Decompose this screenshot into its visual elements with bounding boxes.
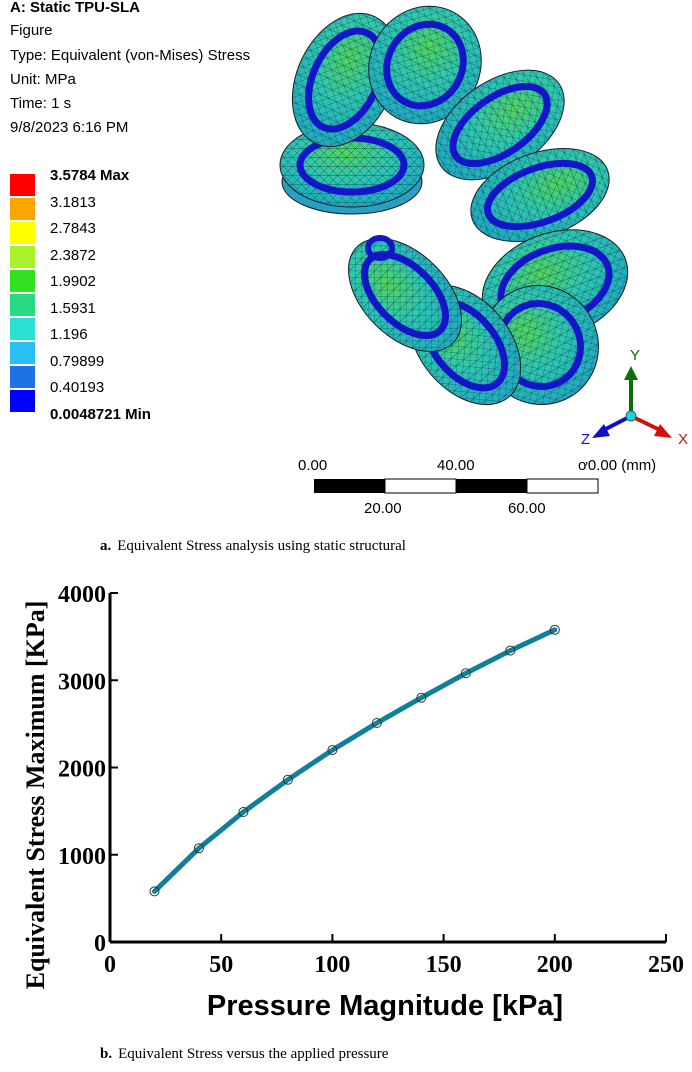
lobe-4 xyxy=(435,69,565,181)
y-tick-label: 2000 xyxy=(58,757,106,783)
scale-label-60: 60.00 xyxy=(508,500,546,517)
legend-swatch xyxy=(10,390,35,412)
lobe-3 xyxy=(368,5,482,125)
stress-pressure-chart: 0 50 100 150 200 250 0 1000 2000 3000 4000 Pressur… xyxy=(21,582,684,1022)
legend-swatch xyxy=(10,318,35,340)
legend-swatch xyxy=(10,174,35,196)
scale-label-80: ơ0.00 (mm) xyxy=(578,457,657,474)
legend-label: 3.1813 xyxy=(50,193,96,211)
x-tick-label: 100 xyxy=(314,952,350,978)
data-point xyxy=(238,806,249,817)
scale-bar xyxy=(314,478,599,494)
mesh-model: Y X Z xyxy=(279,5,688,494)
data-point xyxy=(282,774,293,785)
legend-label: 0.40193 xyxy=(50,379,105,396)
x-tick-label: 50 xyxy=(209,952,233,978)
chart-axes xyxy=(108,593,666,944)
legend-label: 0.0048721 Min xyxy=(50,405,151,423)
analysis-title: A: Static TPU-SLA xyxy=(10,0,141,16)
data-point xyxy=(549,624,560,635)
scale-label-20: 20.00 xyxy=(364,500,402,517)
x-tick-label: 0 xyxy=(104,952,116,978)
y-tick-label: 1000 xyxy=(58,844,106,870)
x-tick-label: 250 xyxy=(648,952,684,978)
axes-triad: Y X Z xyxy=(581,347,688,448)
result-time: Time: 1 s xyxy=(10,95,72,112)
legend-label: 0.79899 xyxy=(50,352,105,370)
result-date: 9/8/2023 6:16 PM xyxy=(10,119,129,136)
caption-b-text: Equivalent Stress versus the applied pre… xyxy=(118,1046,389,1062)
x-arrow-icon xyxy=(654,424,672,438)
z-axis-label: Z xyxy=(581,431,590,448)
legend-label: 1.9902 xyxy=(50,273,96,290)
series-line xyxy=(151,627,558,894)
legend-label: 1.5931 xyxy=(50,299,96,317)
caption-b-prefix: b. xyxy=(100,1046,113,1062)
caption-a: a. Equivalent Stress analysis using stati… xyxy=(100,538,406,555)
data-point xyxy=(327,745,338,756)
caption-a-text: Equivalent Stress analysis using static … xyxy=(117,538,406,554)
legend-label: 1.196 xyxy=(50,326,88,343)
result-unit: Unit: MPa xyxy=(10,71,76,88)
y-axis-label: Y xyxy=(630,347,640,364)
scale-label-0: 0.00 xyxy=(298,457,328,474)
lobe-5 xyxy=(470,147,610,243)
result-type: Type: Equivalent (von-Mises) Stress xyxy=(10,47,251,64)
x-axis-label: X xyxy=(678,431,688,448)
y-arrow-icon xyxy=(624,366,638,380)
y-tick-label: 0 xyxy=(94,931,106,957)
chart-series xyxy=(149,624,560,897)
legend-swatch xyxy=(10,366,35,388)
data-point xyxy=(505,645,516,656)
lobe-2 xyxy=(291,12,399,148)
legend-label: 2.7843 xyxy=(50,220,96,237)
z-arrow-icon xyxy=(592,424,610,438)
x-axis-title: Pressure Magnitude [kPa] xyxy=(207,990,563,1022)
lobe-9 xyxy=(347,237,463,353)
legend-swatch xyxy=(10,198,35,220)
legend-swatch xyxy=(10,342,35,364)
data-point xyxy=(193,843,204,854)
caption-a-prefix: a. xyxy=(100,538,112,554)
legend-swatch xyxy=(10,270,35,292)
y-axis-title: Equivalent Stress Maximum [KPa] xyxy=(21,601,50,990)
legend-label: 2.3872 xyxy=(50,246,96,264)
x-tick-label: 200 xyxy=(537,952,573,978)
data-point xyxy=(460,668,471,679)
y-tick-label: 3000 xyxy=(58,669,106,695)
end-ring xyxy=(365,235,395,261)
chart-ticks: 0 50 100 150 200 250 0 1000 2000 3000 4000 xyxy=(58,582,684,978)
legend-swatch xyxy=(10,294,35,316)
figure-label: Figure xyxy=(10,22,53,39)
y-tick-label: 4000 xyxy=(58,582,106,608)
caption-b: b. Equivalent Stress versus the applied p… xyxy=(100,1046,388,1063)
legend-swatch xyxy=(10,222,35,244)
legend-swatch xyxy=(10,246,35,268)
legend-label: 3.5784 Max xyxy=(50,167,130,184)
data-point xyxy=(149,886,160,897)
fea-panel: A: Static TPU-SLA Figure Type: Equivalen… xyxy=(0,0,692,520)
x-tick-label: 150 xyxy=(426,952,462,978)
data-point xyxy=(416,692,427,703)
data-point xyxy=(371,718,382,729)
scale-label-40: 40.00 xyxy=(437,457,475,474)
